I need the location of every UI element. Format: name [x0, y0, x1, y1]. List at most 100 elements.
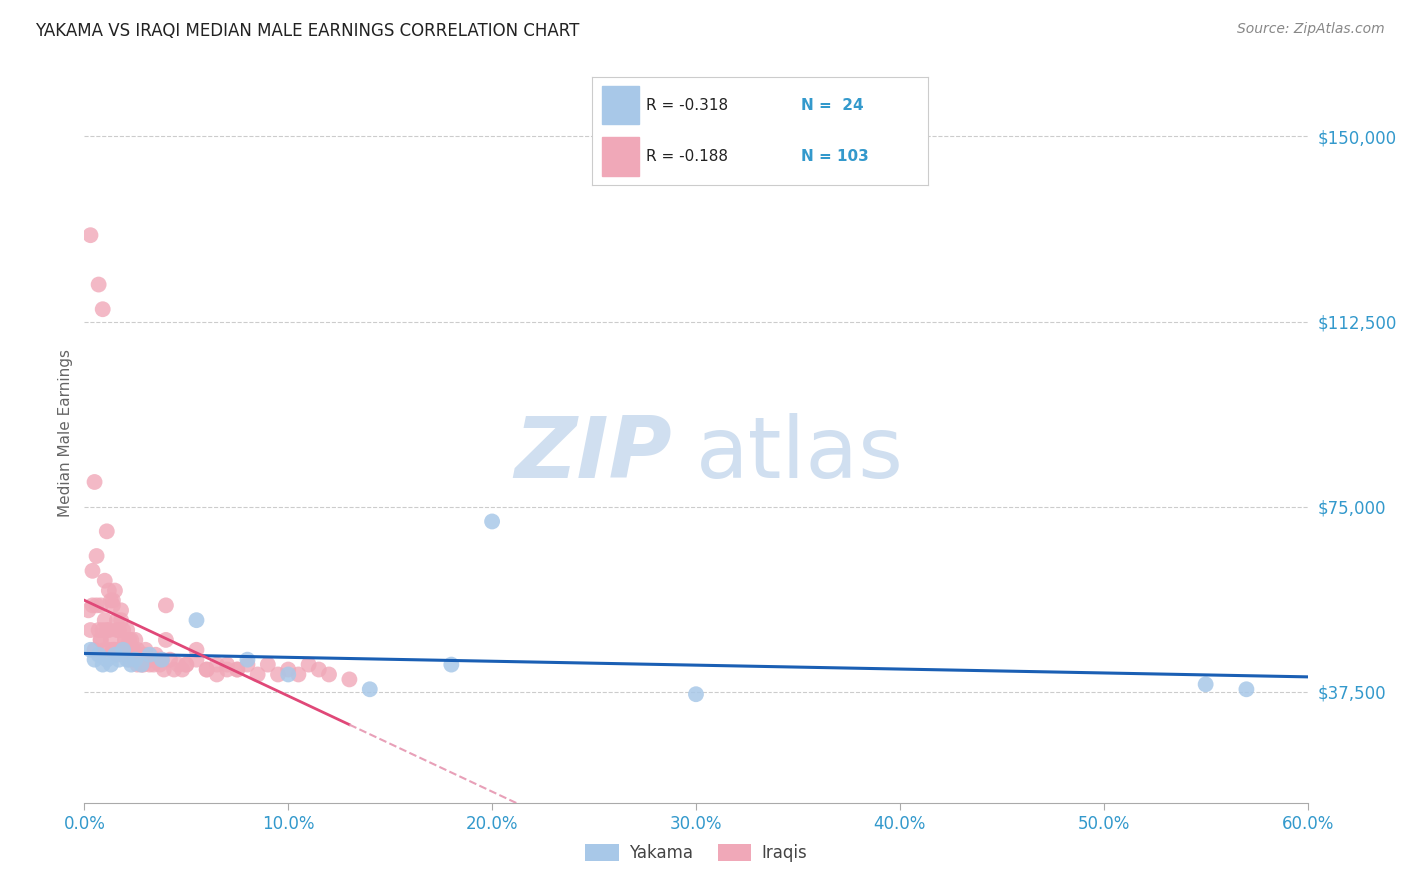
Point	[135, 648, 157, 662]
Point	[127, 653, 149, 667]
Point	[136, 653, 159, 667]
Point	[318, 667, 340, 681]
Point	[108, 623, 131, 637]
Point	[131, 653, 153, 667]
Point	[155, 632, 177, 647]
Point	[138, 648, 160, 662]
Point	[122, 642, 145, 657]
Point	[104, 648, 127, 662]
Point	[93, 642, 115, 657]
Point	[112, 623, 135, 637]
Text: ZIP: ZIP	[513, 413, 672, 496]
Point	[236, 653, 259, 667]
Point	[257, 657, 280, 672]
Point	[79, 228, 101, 243]
Point	[195, 663, 218, 677]
Point	[97, 583, 120, 598]
Point	[205, 667, 228, 681]
Point	[82, 599, 104, 613]
Point	[150, 653, 173, 667]
Point	[118, 653, 141, 667]
Point	[145, 653, 167, 667]
Point	[141, 653, 163, 667]
Point	[685, 687, 707, 701]
Point	[90, 632, 112, 647]
Point	[127, 657, 149, 672]
Point	[122, 648, 145, 662]
Point	[91, 302, 114, 317]
Point	[83, 475, 105, 489]
Point	[105, 648, 128, 662]
Point	[172, 663, 194, 677]
Point	[138, 657, 160, 672]
Point	[128, 648, 150, 662]
Point	[186, 613, 208, 627]
Point	[124, 653, 146, 667]
Point	[145, 648, 167, 662]
Point	[115, 623, 138, 637]
Point	[132, 657, 155, 672]
Point	[163, 663, 186, 677]
Point	[96, 653, 118, 667]
Point	[150, 653, 173, 667]
Point	[101, 599, 124, 613]
Point	[146, 653, 169, 667]
Point	[359, 682, 381, 697]
Point	[226, 663, 249, 677]
Point	[186, 642, 208, 657]
Point	[135, 642, 157, 657]
Point	[298, 657, 321, 672]
Point	[174, 657, 197, 672]
Text: atlas: atlas	[696, 413, 904, 496]
Point	[153, 663, 176, 677]
Point	[93, 574, 115, 588]
Point	[195, 663, 218, 677]
Point	[104, 583, 127, 598]
Point	[142, 657, 165, 672]
Point	[226, 663, 249, 677]
Point	[101, 593, 124, 607]
Point	[97, 623, 120, 637]
Point	[120, 632, 142, 647]
Point	[267, 667, 290, 681]
Point	[155, 599, 177, 613]
Point	[110, 603, 132, 617]
Point	[122, 653, 145, 667]
Point	[90, 599, 112, 613]
Point	[91, 657, 114, 672]
Point	[82, 564, 104, 578]
Point	[77, 603, 100, 617]
Point	[1195, 677, 1218, 691]
Point	[105, 623, 128, 637]
Point	[217, 663, 239, 677]
Point	[217, 657, 239, 672]
Point	[86, 549, 108, 563]
Point	[100, 632, 122, 647]
Point	[86, 599, 108, 613]
Point	[108, 653, 131, 667]
Point	[110, 613, 132, 627]
Point	[100, 657, 122, 672]
Point	[124, 632, 146, 647]
Point	[87, 648, 110, 662]
Point	[174, 657, 197, 672]
Point	[287, 667, 309, 681]
Point	[277, 667, 299, 681]
Point	[114, 632, 136, 647]
Point	[93, 613, 115, 627]
Point	[112, 642, 135, 657]
Point	[205, 657, 228, 672]
Point	[149, 657, 172, 672]
Point	[236, 657, 259, 672]
Point	[104, 642, 127, 657]
Point	[131, 657, 153, 672]
Point	[115, 653, 138, 667]
Point	[1236, 682, 1258, 697]
Point	[127, 642, 149, 657]
Point	[96, 623, 118, 637]
Point	[91, 623, 114, 637]
Point	[131, 657, 153, 672]
Legend: Yakama, Iraqis: Yakama, Iraqis	[579, 837, 813, 869]
Point	[110, 642, 132, 657]
Point	[440, 657, 463, 672]
